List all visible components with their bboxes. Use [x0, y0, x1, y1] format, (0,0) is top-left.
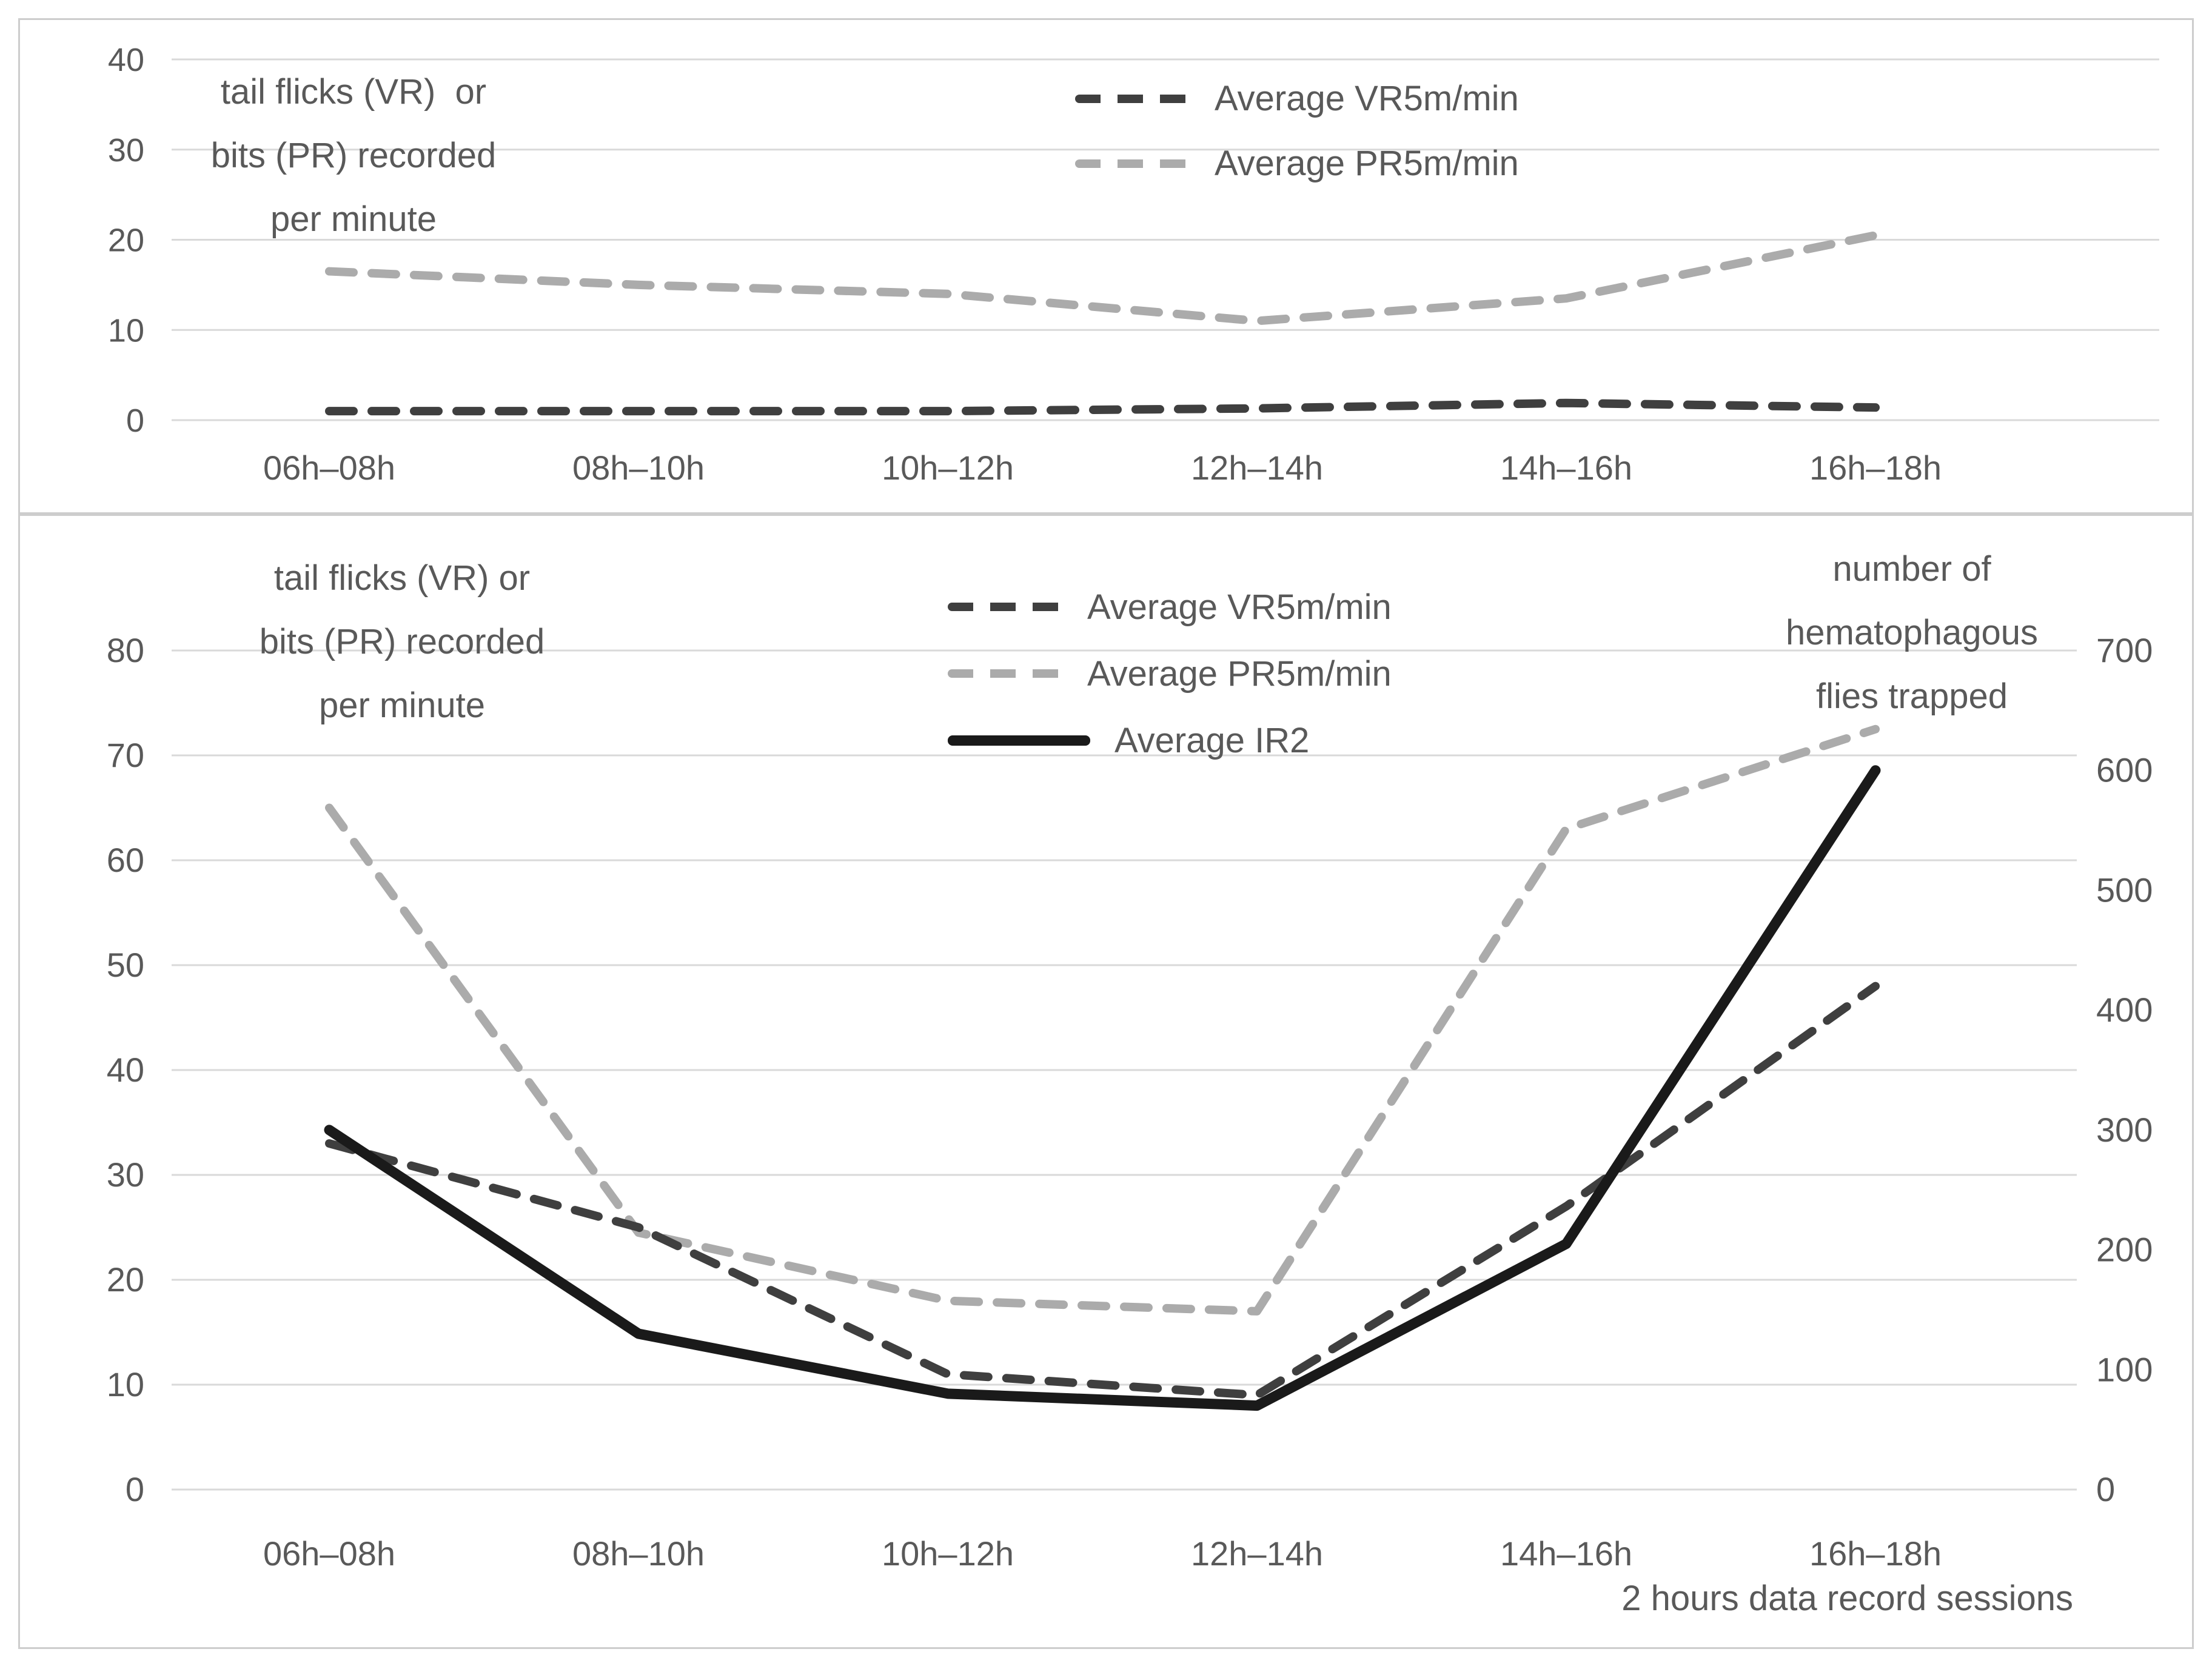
- bottom-chart-panel: 0 10 20 30 40 50 60 70 80 100 200 300 400 500 600 700 0 0…: [18, 514, 2194, 1649]
- vr-dashed-line-icon: [1075, 94, 1190, 103]
- axis-tick-label: 400: [2096, 991, 2153, 1029]
- series-pr-line: [325, 231, 1880, 326]
- top-chart-svg: 0 10 20 30 40 06h–08h 08h–10h 10h–12h 12h–14h 14h…: [108, 42, 2159, 487]
- axis-tick-label: 08h–10h: [572, 1534, 705, 1573]
- ir2-solid-line-icon: [948, 735, 1090, 746]
- axis-tick-label: 100: [2096, 1350, 2153, 1388]
- top-chart-panel: 0 10 20 30 40 06h–08h 08h–10h 10h–12h 12h–14h 14h…: [18, 18, 2194, 514]
- axis-tick-label: 30: [107, 1156, 144, 1194]
- axis-tick-label: 40: [107, 1051, 144, 1089]
- axis-tick-label: 10h–12h: [882, 449, 1014, 487]
- axis-tick-label: 14h–16h: [1500, 449, 1632, 487]
- top-axis-label-line3: per minute: [270, 199, 437, 239]
- axis-tick-label: 12h–14h: [1191, 449, 1323, 487]
- axis-tick-label: 06h–08h: [263, 449, 395, 487]
- axis-tick-label: 70: [107, 736, 144, 774]
- legend-label-pr: Average PR5m/min: [1215, 144, 1519, 183]
- bottom-left-axis-label-line2: bits (PR) recorded: [259, 622, 545, 661]
- bottom-right-axis-label-block: number of hematophagous flies trapped: [1700, 537, 2124, 728]
- axis-tick-label: 60: [107, 841, 144, 879]
- axis-tick-label: 500: [2096, 871, 2153, 909]
- legend-entry-pr: Average PR5m/min: [948, 640, 1392, 707]
- axis-tick-label: 08h–10h: [572, 449, 705, 487]
- bottom-right-axis-label-line3: flies trapped: [1816, 677, 2008, 716]
- pr-dashed-line-icon: [948, 669, 1063, 678]
- axis-tick-label: 0: [2096, 1470, 2115, 1508]
- axis-tick-label: 14h–16h: [1500, 1534, 1632, 1573]
- axis-tick-label: 20: [108, 222, 144, 259]
- legend-label-pr: Average PR5m/min: [1087, 654, 1392, 694]
- axis-tick-label: 10h–12h: [882, 1534, 1014, 1573]
- top-chart-legend: Average VR5m/min Average PR5m/min: [1075, 66, 1519, 196]
- axis-tick-label: 600: [2096, 751, 2153, 789]
- legend-entry-vr: Average VR5m/min: [1075, 66, 1519, 131]
- bottom-left-axis-label-block: tail flicks (VR) or bits (PR) recorded p…: [172, 546, 632, 737]
- bottom-left-axis-label-line1: tail flicks (VR) or: [273, 558, 531, 598]
- axis-tick-label: 0: [126, 403, 144, 439]
- legend-entry-ir2: Average IR2: [948, 707, 1392, 774]
- bottom-left-axis-label-line3: per minute: [318, 686, 486, 725]
- top-axis-label-line2: bits (PR) recorded: [210, 136, 497, 175]
- axis-tick-label: 20: [107, 1260, 144, 1299]
- axis-tick-label: 16h–18h: [1809, 1534, 1942, 1573]
- pr-dashed-line-icon: [1075, 159, 1190, 168]
- axis-tick-label: 06h–08h: [263, 1534, 395, 1573]
- axis-tick-label: 10: [108, 312, 144, 349]
- axis-tick-label: 16h–18h: [1809, 449, 1942, 487]
- legend-label-ir2: Average IR2: [1114, 720, 1310, 760]
- series-pr-line: [325, 724, 1880, 1316]
- legend-entry-vr: Average VR5m/min: [948, 574, 1392, 640]
- top-axis-label-line1: tail flicks (VR) or: [220, 72, 487, 112]
- bottom-chart-legend: Average VR5m/min Average PR5m/min Averag…: [948, 574, 1392, 774]
- axis-tick-label: 10: [107, 1365, 144, 1403]
- axis-tick-label: 0: [126, 1470, 144, 1508]
- legend-label-vr: Average VR5m/min: [1087, 587, 1392, 627]
- axis-tick-label: 40: [108, 42, 144, 78]
- vr-dashed-line-icon: [948, 603, 1063, 611]
- top-axis-label-block: tail flicks (VR) or bits (PR) recorded p…: [123, 60, 584, 251]
- bottom-right-axis-label-line2: hematophagous: [1786, 613, 2038, 652]
- axis-tick-label: 300: [2096, 1111, 2153, 1149]
- legend-entry-pr: Average PR5m/min: [1075, 131, 1519, 196]
- axis-tick-label: 50: [107, 946, 144, 984]
- x-axis-title: 2 hours data record sessions: [1621, 1579, 2073, 1618]
- axis-tick-label: 12h–14h: [1191, 1534, 1323, 1573]
- series-ir2-line: [324, 765, 1881, 1411]
- series-vr-line: [325, 398, 1880, 416]
- series-vr-line: [325, 982, 1880, 1400]
- axis-tick-label: 200: [2096, 1231, 2153, 1269]
- axis-tick-label: 30: [108, 132, 144, 169]
- bottom-chart-svg: 0 10 20 30 40 50 60 70 80 100 200 300 400 500 600 700 0 0…: [107, 631, 2153, 1573]
- axis-tick-label: 80: [107, 631, 144, 669]
- legend-label-vr: Average VR5m/min: [1215, 79, 1519, 118]
- bottom-right-axis-label-line1: number of: [1832, 549, 1991, 589]
- axis-tick-label: 700: [2096, 631, 2153, 669]
